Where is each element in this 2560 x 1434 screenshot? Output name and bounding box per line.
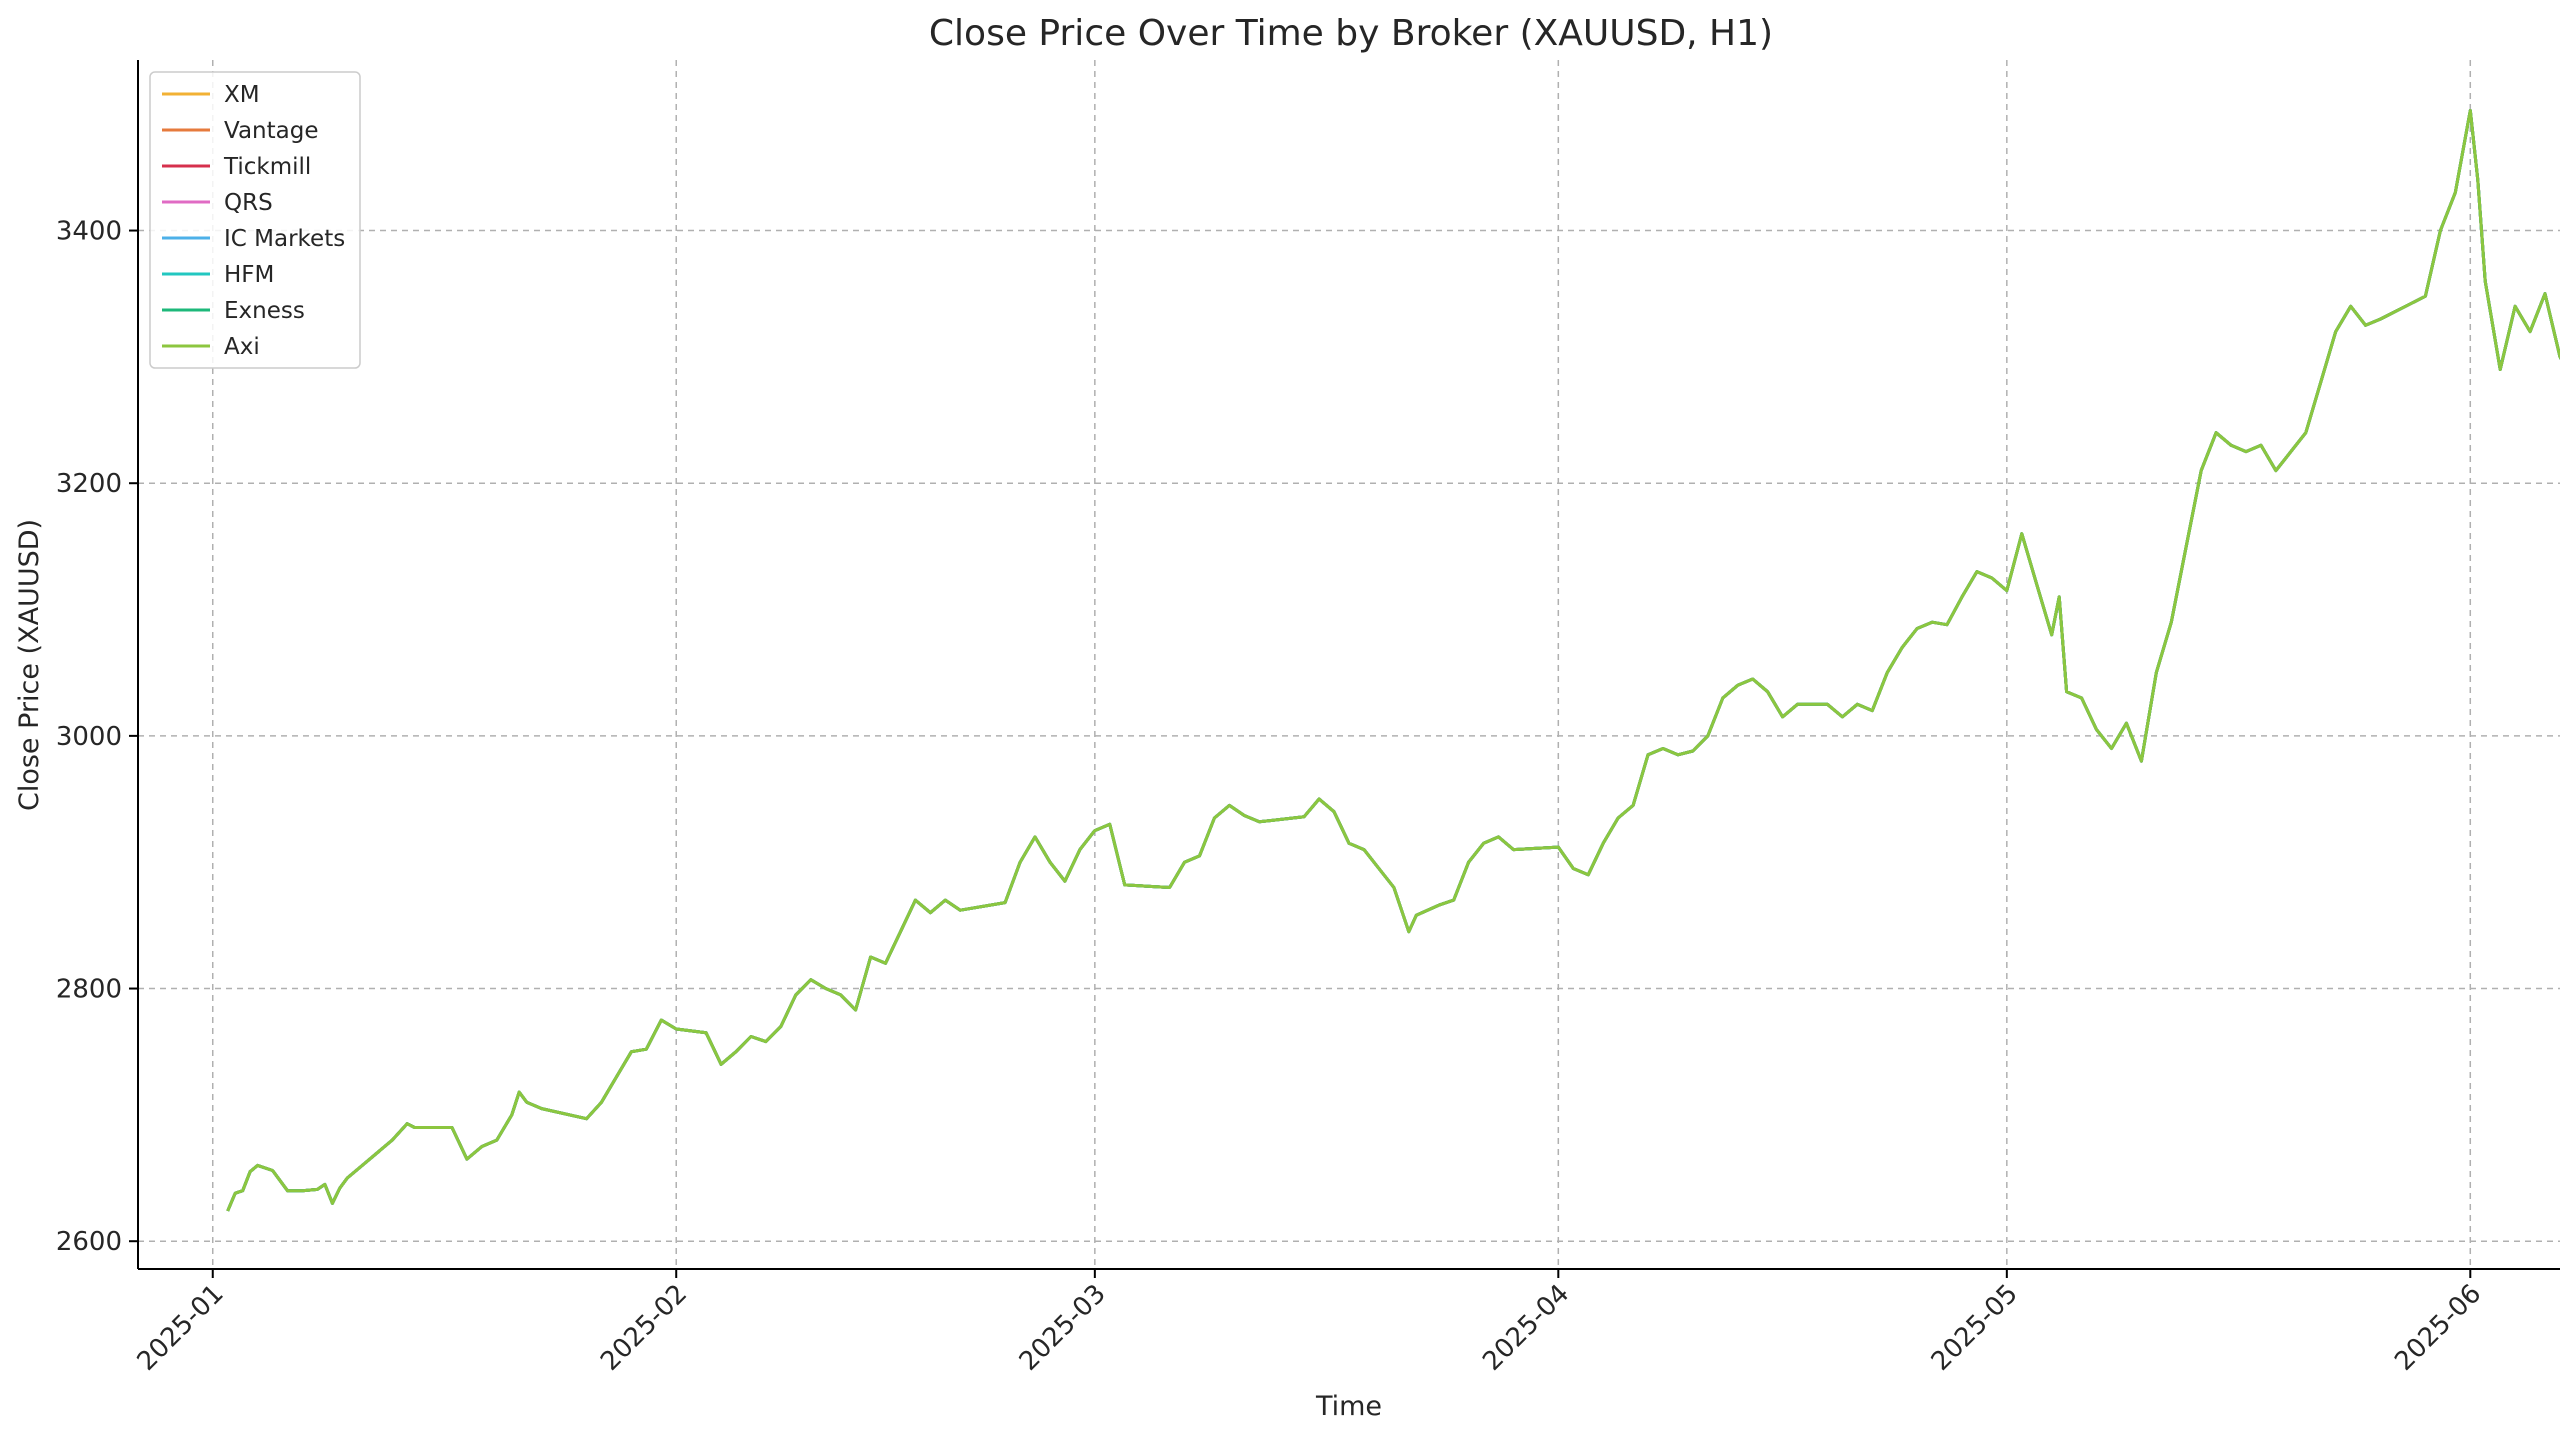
x-tick-label: 2025-03 bbox=[1014, 1279, 1112, 1377]
legend-label: IC Markets bbox=[224, 226, 345, 252]
series-lines bbox=[226, 109, 2560, 1212]
y-tick-label: 2800 bbox=[56, 975, 122, 1005]
legend: XM Vantage Tickmill QRS IC Markets HFM Exness A… bbox=[149, 71, 361, 369]
grid-lines bbox=[138, 60, 2560, 1269]
legend-label: HFM bbox=[224, 262, 274, 288]
legend-label: Tickmill bbox=[223, 154, 311, 180]
series-line-tickmill bbox=[226, 109, 2560, 1212]
x-tick-label: 2025-05 bbox=[1926, 1279, 2024, 1377]
series-line-exness bbox=[226, 109, 2560, 1212]
legend-box bbox=[149, 71, 361, 369]
legend-label: Exness bbox=[224, 298, 305, 324]
series-line-hfm bbox=[226, 109, 2560, 1212]
legend-label: QRS bbox=[224, 190, 273, 216]
x-tick-label: 2025-01 bbox=[132, 1279, 230, 1377]
x-tick-label: 2025-04 bbox=[1477, 1279, 1575, 1377]
x-tick-label: 2025-02 bbox=[595, 1279, 693, 1377]
y-axis-ticks: 2600 2800 3000 3200 3400 bbox=[56, 217, 138, 1257]
chart-title: Close Price Over Time by Broker (XAUUSD,… bbox=[929, 13, 1773, 54]
axes bbox=[137, 60, 2560, 1270]
series-line-axi bbox=[226, 109, 2560, 1212]
x-axis-title: Time bbox=[1315, 1391, 1382, 1422]
y-tick-label: 3400 bbox=[56, 217, 122, 247]
series-line-xm bbox=[226, 109, 2560, 1212]
legend-label: Axi bbox=[224, 334, 260, 360]
y-tick-label: 3000 bbox=[56, 722, 122, 752]
legend-label: XM bbox=[224, 82, 260, 108]
series-line-vantage bbox=[226, 109, 2560, 1212]
y-axis-title: Close Price (XAUUSD) bbox=[14, 519, 45, 811]
y-tick-label: 3200 bbox=[56, 469, 122, 499]
x-axis-ticks: 2025-01 2025-02 2025-03 2025-04 2025-05 2025-… bbox=[132, 1269, 2487, 1377]
y-tick-label: 2600 bbox=[56, 1227, 122, 1257]
series-line-qrs bbox=[226, 109, 2560, 1212]
series-line-ic-markets bbox=[226, 109, 2560, 1212]
legend-label: Vantage bbox=[224, 118, 318, 144]
x-tick-label: 2025-06 bbox=[2389, 1279, 2487, 1377]
